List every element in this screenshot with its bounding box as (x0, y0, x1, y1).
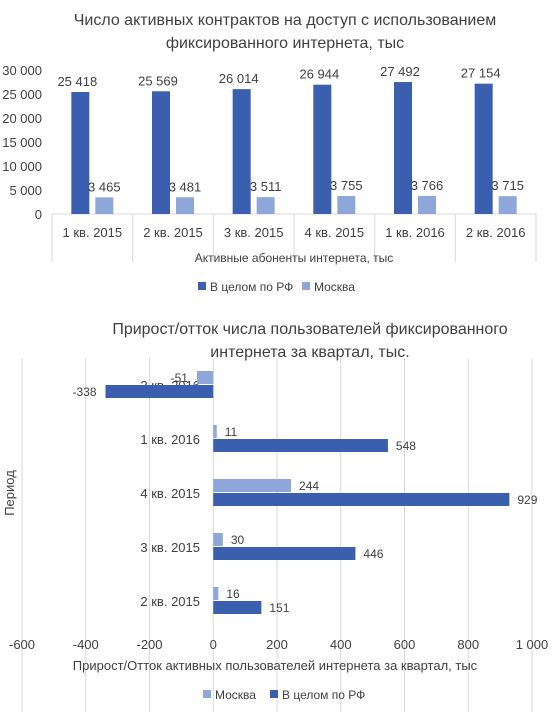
data-label-rf: 25 418 (57, 74, 97, 89)
legend-label-rf: В целом по РФ (282, 688, 365, 702)
bar-rf (474, 83, 493, 214)
legend-label-rf: В целом по РФ (210, 280, 293, 294)
bar-moscow (213, 533, 223, 546)
bar-rf (394, 82, 412, 215)
data-label-moscow: 3 465 (88, 179, 121, 194)
legend-label-moscow: Москва (215, 688, 256, 702)
bar-rf (213, 601, 262, 614)
chart-title-line-2: фиксированного интернета, тыс (166, 35, 404, 52)
data-label-rf: 151 (269, 601, 289, 615)
legend-label-moscow: Москва (314, 280, 355, 294)
data-label-moscow: 3 766 (411, 178, 444, 193)
data-label-rf: 26 944 (299, 67, 339, 82)
data-label-rf: 27 154 (461, 66, 501, 81)
x-tick-label: 2 кв. 2015 (143, 225, 203, 240)
data-label-rf: 25 569 (138, 73, 178, 88)
data-label-rf: -338 (72, 385, 96, 399)
bar-moscow (95, 197, 114, 214)
data-label-moscow: 3 481 (169, 179, 202, 194)
data-label-rf: 446 (363, 547, 383, 561)
x-axis-title: Прирост/Отток активных пользователей инт… (73, 658, 478, 673)
bar-moscow (498, 196, 517, 214)
chart-title-line-1: Прирост/отток числа пользователей фиксир… (112, 321, 507, 338)
bar-rf (213, 439, 388, 452)
legend-swatch-moscow (203, 690, 211, 698)
bar-moscow (213, 479, 292, 492)
bar-moscow (337, 195, 356, 214)
bar-moscow (418, 195, 436, 214)
data-label-rf: 26 014 (219, 71, 259, 86)
y-tick-label: 20 000 (2, 111, 42, 126)
x-tick-label: -600 (9, 637, 35, 652)
data-label-moscow: 3 511 (250, 179, 282, 194)
legend-swatch-rf (270, 690, 278, 698)
x-tick-label: 3 кв. 2015 (224, 225, 284, 240)
y-tick-label: 3 кв. 2015 (140, 540, 200, 555)
x-tick-label: 800 (457, 637, 479, 652)
data-label-moscow: 11 (225, 425, 238, 439)
x-tick-label: 1 кв. 2016 (385, 225, 445, 240)
chart-growth: Прирост/отток числа пользователей фиксир… (2, 321, 549, 712)
bar-rf (213, 547, 356, 560)
x-tick-label: 400 (330, 637, 352, 652)
x-tick-label: 600 (394, 637, 416, 652)
x-tick-label: 1 кв. 2015 (63, 225, 123, 240)
chart-title-line-2: интернета за квартал, тыс. (210, 344, 409, 361)
bar-rf (152, 91, 170, 214)
y-tick-label: 2 кв. 2015 (140, 594, 200, 609)
x-axis-title: Активные абоненты интернета, тыс (195, 251, 394, 265)
y-tick-label: 30 000 (2, 63, 42, 78)
data-label-rf: 27 492 (380, 64, 420, 79)
y-tick-label: 10 000 (2, 159, 42, 174)
y-tick-label: 1 кв. 2016 (140, 432, 200, 447)
bar-rf (213, 493, 510, 506)
data-label-moscow: 30 (231, 533, 245, 547)
bar-moscow (256, 197, 275, 214)
chart-title-line-1: Число активных контрактов на доступ с ис… (74, 12, 497, 29)
y-axis-title: Период (2, 470, 17, 516)
bar-rf (313, 84, 332, 215)
y-tick-label: 4 кв. 2015 (140, 486, 200, 501)
data-label-moscow: 16 (226, 587, 240, 601)
x-tick-label: 2 кв. 2016 (466, 225, 526, 240)
chart-contracts: Число активных контрактов на доступ с ис… (2, 12, 537, 294)
data-label-rf: 548 (396, 439, 416, 453)
bar-moscow (213, 587, 219, 600)
data-label-rf: 929 (517, 493, 537, 507)
data-label-moscow: 3 715 (491, 178, 524, 193)
bar-rf (105, 385, 214, 398)
y-tick-label: 25 000 (2, 87, 42, 102)
bar-moscow (213, 425, 217, 438)
bar-rf (71, 91, 90, 214)
x-tick-label: -200 (136, 637, 162, 652)
x-tick-label: 4 кв. 2015 (305, 225, 365, 240)
data-label-moscow: 3 755 (330, 178, 363, 193)
y-tick-label: 5 000 (9, 183, 42, 198)
x-tick-label: 0 (210, 637, 217, 652)
y-tick-label: 15 000 (2, 135, 42, 150)
x-tick-label: 200 (266, 637, 288, 652)
y-tick-label: 0 (35, 207, 42, 222)
data-label-moscow: 244 (299, 479, 319, 493)
bar-moscow (176, 197, 194, 214)
x-tick-label: 1 000 (516, 637, 549, 652)
legend-swatch-rf (198, 282, 206, 290)
bar-moscow (196, 371, 214, 384)
data-label-moscow: -51 (171, 371, 189, 385)
bar-rf (232, 89, 251, 214)
x-tick-label: -400 (73, 637, 99, 652)
legend-swatch-moscow (302, 282, 310, 290)
